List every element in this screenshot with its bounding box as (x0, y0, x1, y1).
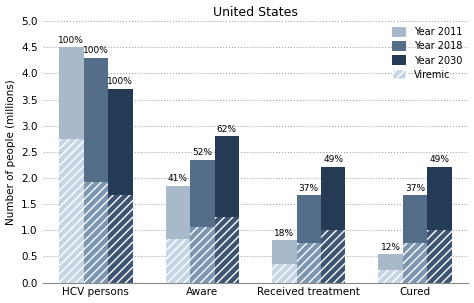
Bar (190, 160, 215, 227)
Bar (108, 195, 133, 283)
Bar (321, 230, 346, 283)
Y-axis label: Number of people (millions): Number of people (millions) (6, 79, 16, 225)
Bar (272, 264, 297, 283)
Text: 37%: 37% (299, 184, 319, 193)
Bar (165, 239, 190, 283)
Title: United States: United States (213, 5, 298, 18)
Bar (59, 47, 83, 139)
Text: 49%: 49% (323, 155, 343, 165)
Bar (378, 270, 403, 283)
Text: 18%: 18% (274, 228, 294, 238)
Bar (108, 89, 133, 195)
Bar (297, 195, 321, 243)
Bar (403, 243, 428, 283)
Bar (428, 167, 452, 230)
Bar (272, 240, 297, 264)
Text: 62%: 62% (217, 125, 237, 134)
Text: 100%: 100% (58, 36, 84, 45)
Text: 41%: 41% (168, 174, 188, 183)
Bar (83, 58, 108, 182)
Text: 49%: 49% (430, 155, 450, 165)
Text: 100%: 100% (83, 46, 109, 55)
Bar (297, 243, 321, 283)
Text: 37%: 37% (405, 184, 425, 193)
Legend: Year 2011, Year 2018, Year 2030, Viremic: Year 2011, Year 2018, Year 2030, Viremic (388, 23, 466, 84)
Bar (215, 136, 239, 217)
Bar (165, 186, 190, 239)
Bar (83, 182, 108, 283)
Text: 52%: 52% (192, 148, 212, 157)
Text: 100%: 100% (108, 78, 133, 86)
Bar (403, 195, 428, 243)
Bar (190, 227, 215, 283)
Bar (215, 217, 239, 283)
Bar (428, 230, 452, 283)
Bar (321, 167, 346, 230)
Bar (378, 254, 403, 270)
Bar (59, 139, 83, 283)
Text: 12%: 12% (381, 243, 401, 252)
